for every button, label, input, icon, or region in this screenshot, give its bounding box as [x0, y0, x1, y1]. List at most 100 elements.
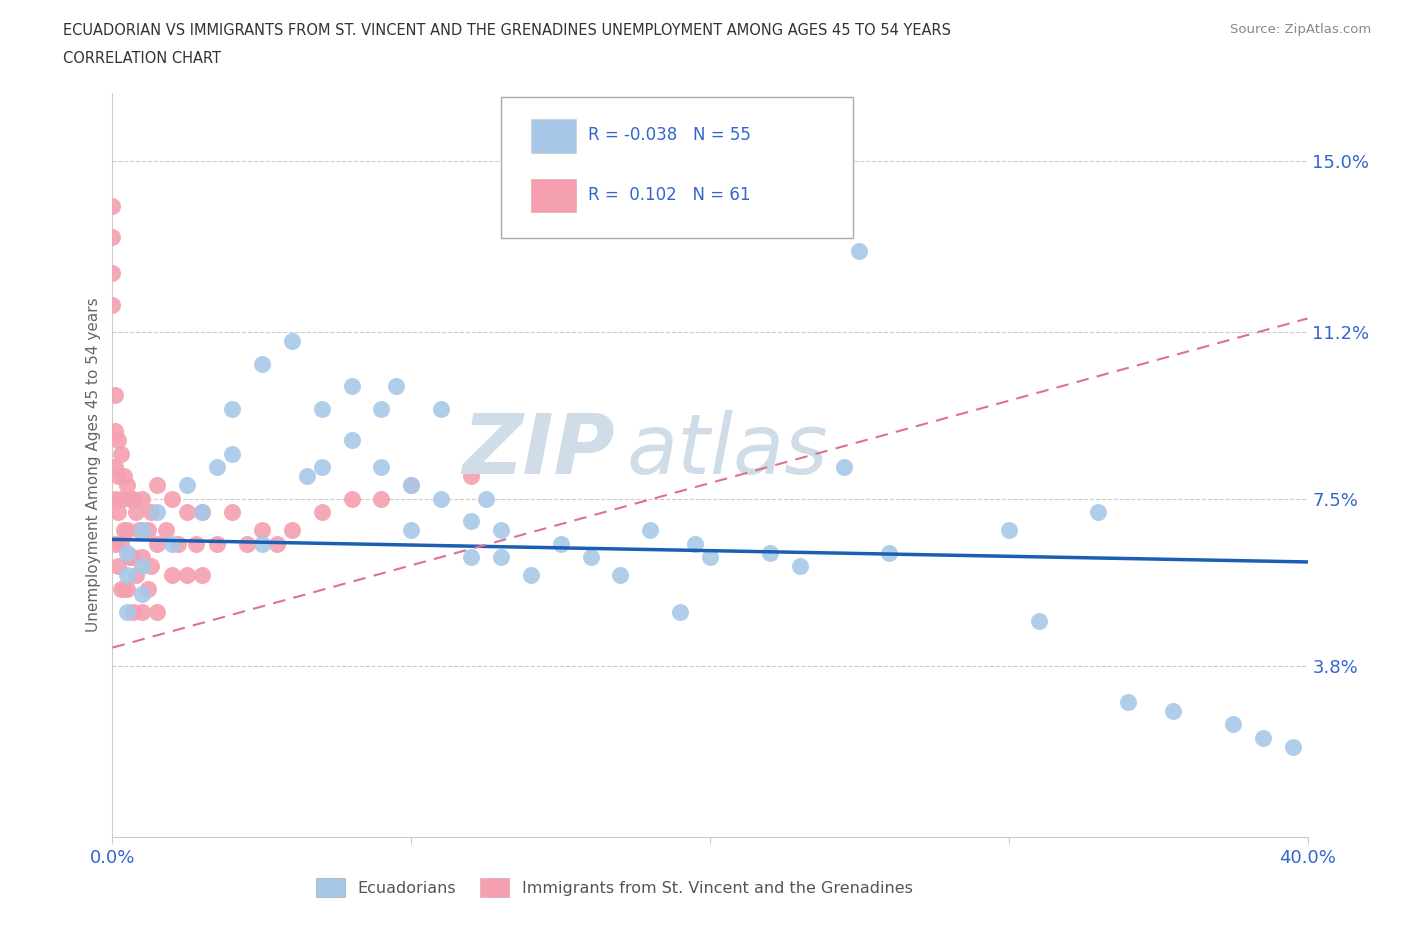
Point	[162, 537, 183, 551]
Point	[205, 537, 228, 551]
Text: atlas: atlas	[627, 409, 828, 491]
Point	[107, 432, 129, 447]
Point	[640, 523, 662, 538]
Point	[699, 550, 721, 565]
Point	[122, 491, 145, 506]
Point	[520, 568, 543, 583]
Point	[117, 546, 139, 561]
Point	[138, 523, 160, 538]
Point	[128, 523, 150, 538]
Point	[122, 604, 145, 619]
Point	[101, 230, 124, 245]
Point	[104, 459, 127, 474]
Point	[728, 220, 751, 235]
Point	[186, 537, 208, 551]
Point	[107, 559, 129, 574]
Point	[1087, 505, 1109, 520]
Point	[1222, 717, 1244, 732]
Point	[550, 537, 572, 551]
Point	[401, 523, 423, 538]
Point	[311, 505, 333, 520]
Point	[385, 379, 408, 393]
FancyBboxPatch shape	[531, 179, 576, 212]
Point	[579, 550, 602, 565]
Point	[176, 505, 198, 520]
Point	[104, 491, 127, 506]
Point	[146, 505, 169, 520]
Point	[162, 568, 183, 583]
Point	[609, 568, 631, 583]
Point	[311, 401, 333, 416]
Point	[110, 491, 132, 506]
Point	[266, 537, 288, 551]
Point	[125, 568, 148, 583]
Point	[1281, 739, 1303, 754]
Point	[146, 537, 169, 551]
Point	[340, 379, 363, 393]
Point	[167, 537, 190, 551]
Point	[176, 478, 198, 493]
Point	[141, 559, 163, 574]
Point	[107, 505, 129, 520]
Point	[281, 523, 304, 538]
Point	[162, 491, 183, 506]
Point	[460, 469, 482, 484]
Point	[176, 568, 198, 583]
Point	[475, 491, 498, 506]
Point	[131, 604, 153, 619]
Point	[1028, 613, 1050, 628]
Point	[146, 604, 169, 619]
Point	[205, 459, 228, 474]
Point	[669, 604, 692, 619]
Point	[120, 550, 142, 565]
Point	[998, 523, 1021, 538]
Point	[110, 537, 132, 551]
Point	[125, 505, 148, 520]
Point	[107, 469, 129, 484]
Point	[281, 334, 304, 349]
Point	[430, 491, 453, 506]
Point	[789, 559, 811, 574]
Point	[114, 523, 135, 538]
Point	[460, 514, 482, 529]
Point	[848, 244, 870, 259]
Point	[191, 505, 214, 520]
Point	[117, 581, 139, 596]
Point	[250, 356, 273, 371]
Point	[295, 469, 318, 484]
Point	[101, 198, 124, 213]
Point	[489, 523, 512, 538]
Point	[1118, 695, 1140, 710]
Point	[683, 537, 706, 551]
Point	[138, 581, 160, 596]
Point	[191, 568, 214, 583]
Point	[879, 546, 901, 561]
Legend: Ecuadorians, Immigrants from St. Vincent and the Grenadines: Ecuadorians, Immigrants from St. Vincent…	[309, 871, 920, 903]
Point	[104, 388, 127, 403]
Point	[131, 491, 153, 506]
Point	[401, 478, 423, 493]
Text: R =  0.102   N = 61: R = 0.102 N = 61	[588, 186, 751, 204]
Point	[1251, 730, 1274, 745]
FancyBboxPatch shape	[531, 119, 576, 153]
Point	[131, 523, 153, 538]
Point	[340, 491, 363, 506]
Point	[117, 604, 139, 619]
Point	[155, 523, 177, 538]
Point	[430, 401, 453, 416]
Point	[101, 266, 124, 281]
Point	[114, 469, 135, 484]
Point	[250, 537, 273, 551]
FancyBboxPatch shape	[501, 97, 853, 238]
Point	[120, 491, 142, 506]
Point	[1161, 703, 1184, 718]
Point	[131, 559, 153, 574]
Text: CORRELATION CHART: CORRELATION CHART	[63, 51, 221, 66]
Point	[101, 298, 124, 312]
Point	[104, 537, 127, 551]
Point	[340, 432, 363, 447]
Point	[311, 459, 333, 474]
Point	[114, 581, 135, 596]
Point	[221, 401, 243, 416]
Point	[759, 546, 782, 561]
